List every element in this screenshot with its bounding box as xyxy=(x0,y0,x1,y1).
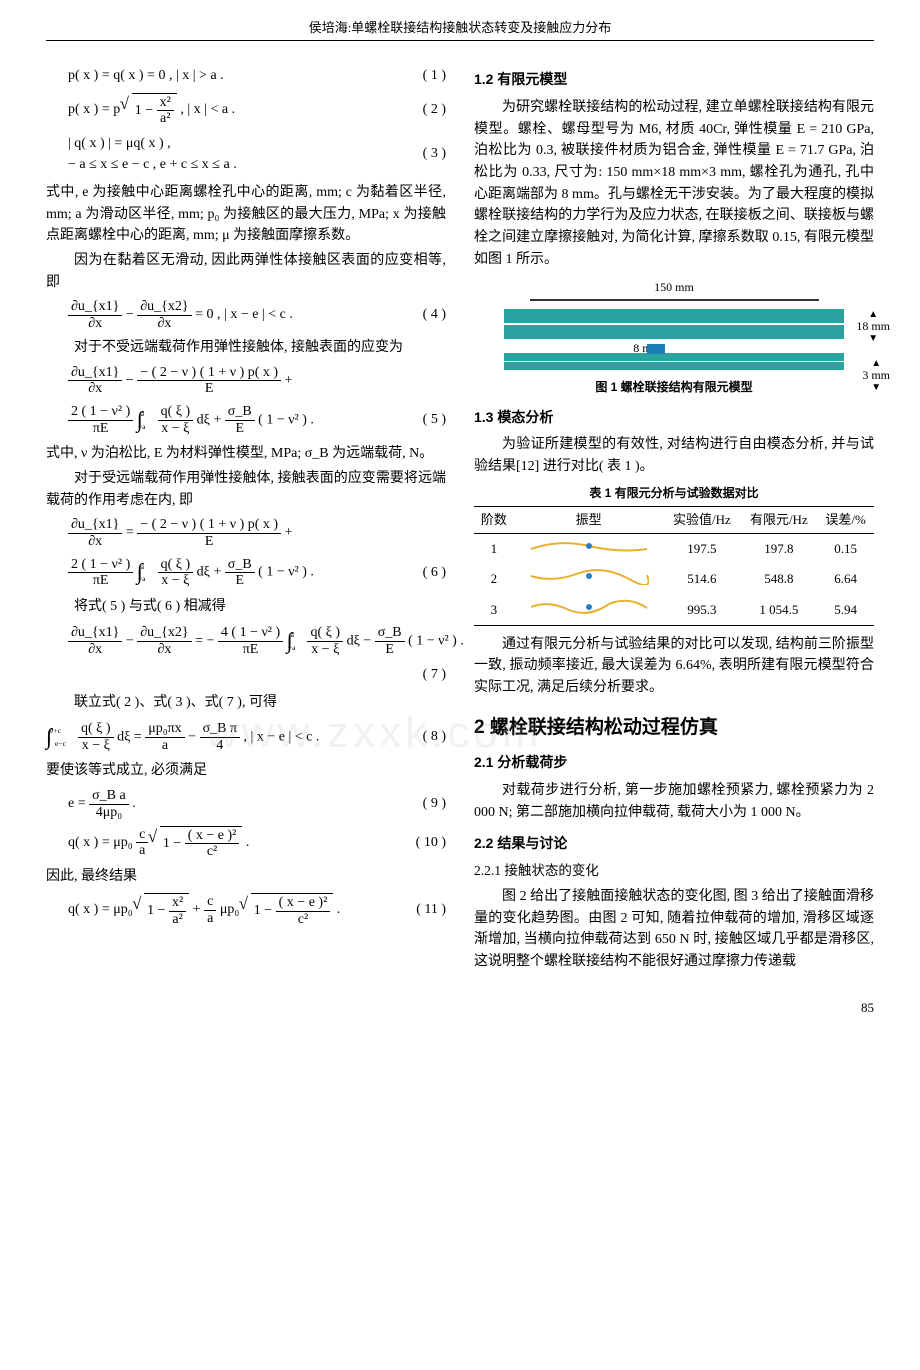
cell-value: 0.15 xyxy=(817,534,874,565)
fig1-dim-width: 150 mm xyxy=(504,278,844,297)
cell-value: 6.64 xyxy=(817,564,874,594)
equation-8: ∫e+ce−c q( ξ )x − ξ dξ = μp₀πxa − σ_B π4… xyxy=(46,720,446,755)
fig1-top-plate xyxy=(504,309,844,323)
eq2-body: p( x ) = p 1 − x²a² , | x | < a . xyxy=(68,93,235,127)
equation-11: q( x ) = μp₀ 1 − x²a² + ca μp₀ 1 − ( x −… xyxy=(68,893,446,927)
figure-1-caption: 图 1 螺栓联接结构有限元模型 xyxy=(474,378,874,397)
eq8-number: ( 8 ) xyxy=(423,726,446,748)
eq7-number: ( 7 ) xyxy=(423,664,446,686)
equation-1: p( x ) = q( x ) = 0 , | x | > a . ( 1 ) xyxy=(68,65,446,87)
fig1-bolt-head xyxy=(647,344,665,354)
equation-2: p( x ) = p 1 − x²a² , | x | < a . ( 2 ) xyxy=(68,93,446,127)
paragraph-contact-state: 图 2 给出了接触面接触状态的变化图, 图 3 给出了接触面滑移量的变化趋势图。… xyxy=(474,886,874,973)
cell-mode-shape xyxy=(514,564,664,594)
cell-value: 197.5 xyxy=(663,534,740,565)
eq11-number: ( 11 ) xyxy=(416,899,446,921)
fig1-dim-thickness: 3 mm xyxy=(862,369,890,382)
paragraph-remote-load: 对于受远端载荷作用弹性接触体, 接触表面的应变需要将远端载荷的作用考虑在内, 即 xyxy=(46,468,446,511)
right-column: 1.2 有限元模型 为研究螺栓联接结构的松动过程, 建立单螺栓联接结构有限元模型… xyxy=(474,59,874,976)
equation-6-line1: ∂u_{x1}∂x = − ( 2 − ν ) ( 1 + ν ) p( x )… xyxy=(68,517,446,549)
equation-7: ∂u_{x1}∂x − ∂u_{x2}∂x = − 4 ( 1 − ν² )πE… xyxy=(68,624,446,659)
heading-2-2-1: 2.2.1 接触状态的变化 xyxy=(474,861,874,882)
eq9-number: ( 9 ) xyxy=(423,793,446,815)
eq1-body: p( x ) = q( x ) = 0 , | x | > a . xyxy=(68,65,224,87)
table-row: 3 995.31 054.55.94 xyxy=(474,595,874,626)
paragraph-modal: 为验证所建模型的有效性, 对结构进行自由模态分析, 并与试验结果[12] 进行对… xyxy=(474,434,874,477)
th-err: 误差/% xyxy=(817,507,874,534)
fig1-bottom-plate xyxy=(504,325,844,339)
equation-5-line1: ∂u_{x1}∂x − − ( 2 − ν ) ( 1 + ν ) p( x )… xyxy=(68,365,446,397)
th-exp: 实验值/Hz xyxy=(663,507,740,534)
cell-value: 1 054.5 xyxy=(740,595,817,626)
left-column: p( x ) = q( x ) = 0 , | x | > a . ( 1 ) … xyxy=(46,59,446,976)
paragraph-fe-model: 为研究螺栓联接结构的松动过程, 建立单螺栓联接结构有限元模型。螺栓、螺母型号为 … xyxy=(474,97,874,271)
heading-1-2: 1.2 有限元模型 xyxy=(474,69,874,91)
heading-2-2: 2.2 结果与讨论 xyxy=(474,833,874,855)
table-1: 阶数 振型 实验值/Hz 有限元/Hz 误差/% 1 197.5197.80.15… xyxy=(474,506,874,626)
table-1-header-row: 阶数 振型 实验值/Hz 有限元/Hz 误差/% xyxy=(474,507,874,534)
cell-value: 514.6 xyxy=(663,564,740,594)
paragraph-strain-equal: 因为在黏着区无滑动, 因此两弹性体接触区表面的应变相等, 即 xyxy=(46,250,446,293)
page-number: 85 xyxy=(46,998,874,1018)
cell-mode-shape xyxy=(514,595,664,626)
running-header: 侯培海:单螺栓联接结构接触状态转变及接触应力分布 xyxy=(46,18,874,41)
equation-5-line2: 2 ( 1 − ν² )πE ∫a−a q( ξ )x − ξ dξ + σ_B… xyxy=(68,403,446,438)
equation-6-line2: 2 ( 1 − ν² )πE ∫a−a q( ξ )x − ξ dξ + σ_B… xyxy=(68,555,446,590)
eq3-number: ( 3 ) xyxy=(423,143,446,165)
paragraph-modal-result: 通过有限元分析与试验结果的对比可以发现, 结构前三阶振型一致, 振动频率接近, … xyxy=(474,634,874,699)
eq4-body: ∂u_{x1}∂x − ∂u_{x2}∂x = 0 , | x − e | < … xyxy=(68,299,293,331)
heading-2-1: 2.1 分析载荷步 xyxy=(474,752,874,774)
eq3-body: | q( x ) | = μq( x ) , − a ≤ x ≤ e − c ,… xyxy=(68,133,237,176)
paragraph-no-remote-load: 对于不受远端载荷作用弹性接触体, 接触表面的应变为 xyxy=(46,337,446,359)
paragraph-defs: 式中, e 为接触中心距离螺栓孔中心的距离, mm; c 为黏着区半径, mm;… xyxy=(46,182,446,247)
cell-value: 5.94 xyxy=(817,595,874,626)
th-order: 阶数 xyxy=(474,507,514,534)
eq6-number: ( 6 ) xyxy=(423,562,446,584)
cell-order: 2 xyxy=(474,564,514,594)
two-column-layout: www.zxxk.com p( x ) = q( x ) = 0 , | x |… xyxy=(46,59,874,976)
equation-9: e = σ_B a4μp₀ . ( 9 ) xyxy=(68,788,446,820)
figure-1: 150 mm ▲ 18 mm ▼ 8 mm xyxy=(474,278,874,370)
cell-value: 995.3 xyxy=(663,595,740,626)
table-1-caption: 表 1 有限元分析与试验数据对比 xyxy=(474,484,874,503)
equation-10: q( x ) = μp₀ ca 1 − ( x − e )²c² . ( 10 … xyxy=(68,826,446,860)
th-fem: 有限元/Hz xyxy=(740,507,817,534)
table-row: 1 197.5197.80.15 xyxy=(474,534,874,565)
paragraph-defs-2: 式中, ν 为泊松比, E 为材料弹性模型, MPa; σ_B 为远端载荷, N… xyxy=(46,443,446,465)
header-text: 侯培海:单螺栓联接结构接触状态转变及接触应力分布 xyxy=(309,20,612,35)
cell-order: 3 xyxy=(474,595,514,626)
fig1-detail-top xyxy=(504,353,844,361)
heading-1-3: 1.3 模态分析 xyxy=(474,407,874,429)
fig1-detail-bottom xyxy=(504,362,844,370)
equation-3: | q( x ) | = μq( x ) , − a ≤ x ≤ e − c ,… xyxy=(68,133,446,176)
cell-order: 1 xyxy=(474,534,514,565)
paragraph-load-steps: 对载荷步进行分析, 第一步施加螺栓预紧力, 螺栓预紧力为 2 000 N; 第二… xyxy=(474,780,874,823)
paragraph-final-result: 因此, 最终结果 xyxy=(46,866,446,888)
eq1-number: ( 1 ) xyxy=(423,65,446,87)
mode-shape-1-icon xyxy=(529,537,649,555)
mode-shape-3-icon xyxy=(529,598,649,616)
mode-shape-2-icon xyxy=(529,567,649,585)
fig1-dim-height: 18 mm xyxy=(856,320,890,333)
cell-value: 548.8 xyxy=(740,564,817,594)
equation-7-num: ( 7 ) xyxy=(68,664,446,686)
paragraph-combine: 联立式( 2 )、式( 3 )、式( 7 ), 可得 xyxy=(46,692,446,714)
th-mode: 振型 xyxy=(514,507,664,534)
equation-4: ∂u_{x1}∂x − ∂u_{x2}∂x = 0 , | x − e | < … xyxy=(68,299,446,331)
eq4-number: ( 4 ) xyxy=(423,304,446,326)
table-row: 2 514.6548.86.64 xyxy=(474,564,874,594)
eq10-number: ( 10 ) xyxy=(416,832,446,854)
eq5-number: ( 5 ) xyxy=(423,409,446,431)
paragraph-subtract: 将式( 5 ) 与式( 6 ) 相减得 xyxy=(46,596,446,618)
cell-value: 197.8 xyxy=(740,534,817,565)
eq2-number: ( 2 ) xyxy=(423,99,446,121)
cell-mode-shape xyxy=(514,534,664,565)
heading-2: 2 螺栓联接结构松动过程仿真 xyxy=(474,713,874,742)
paragraph-condition: 要使该等式成立, 必须满足 xyxy=(46,760,446,782)
